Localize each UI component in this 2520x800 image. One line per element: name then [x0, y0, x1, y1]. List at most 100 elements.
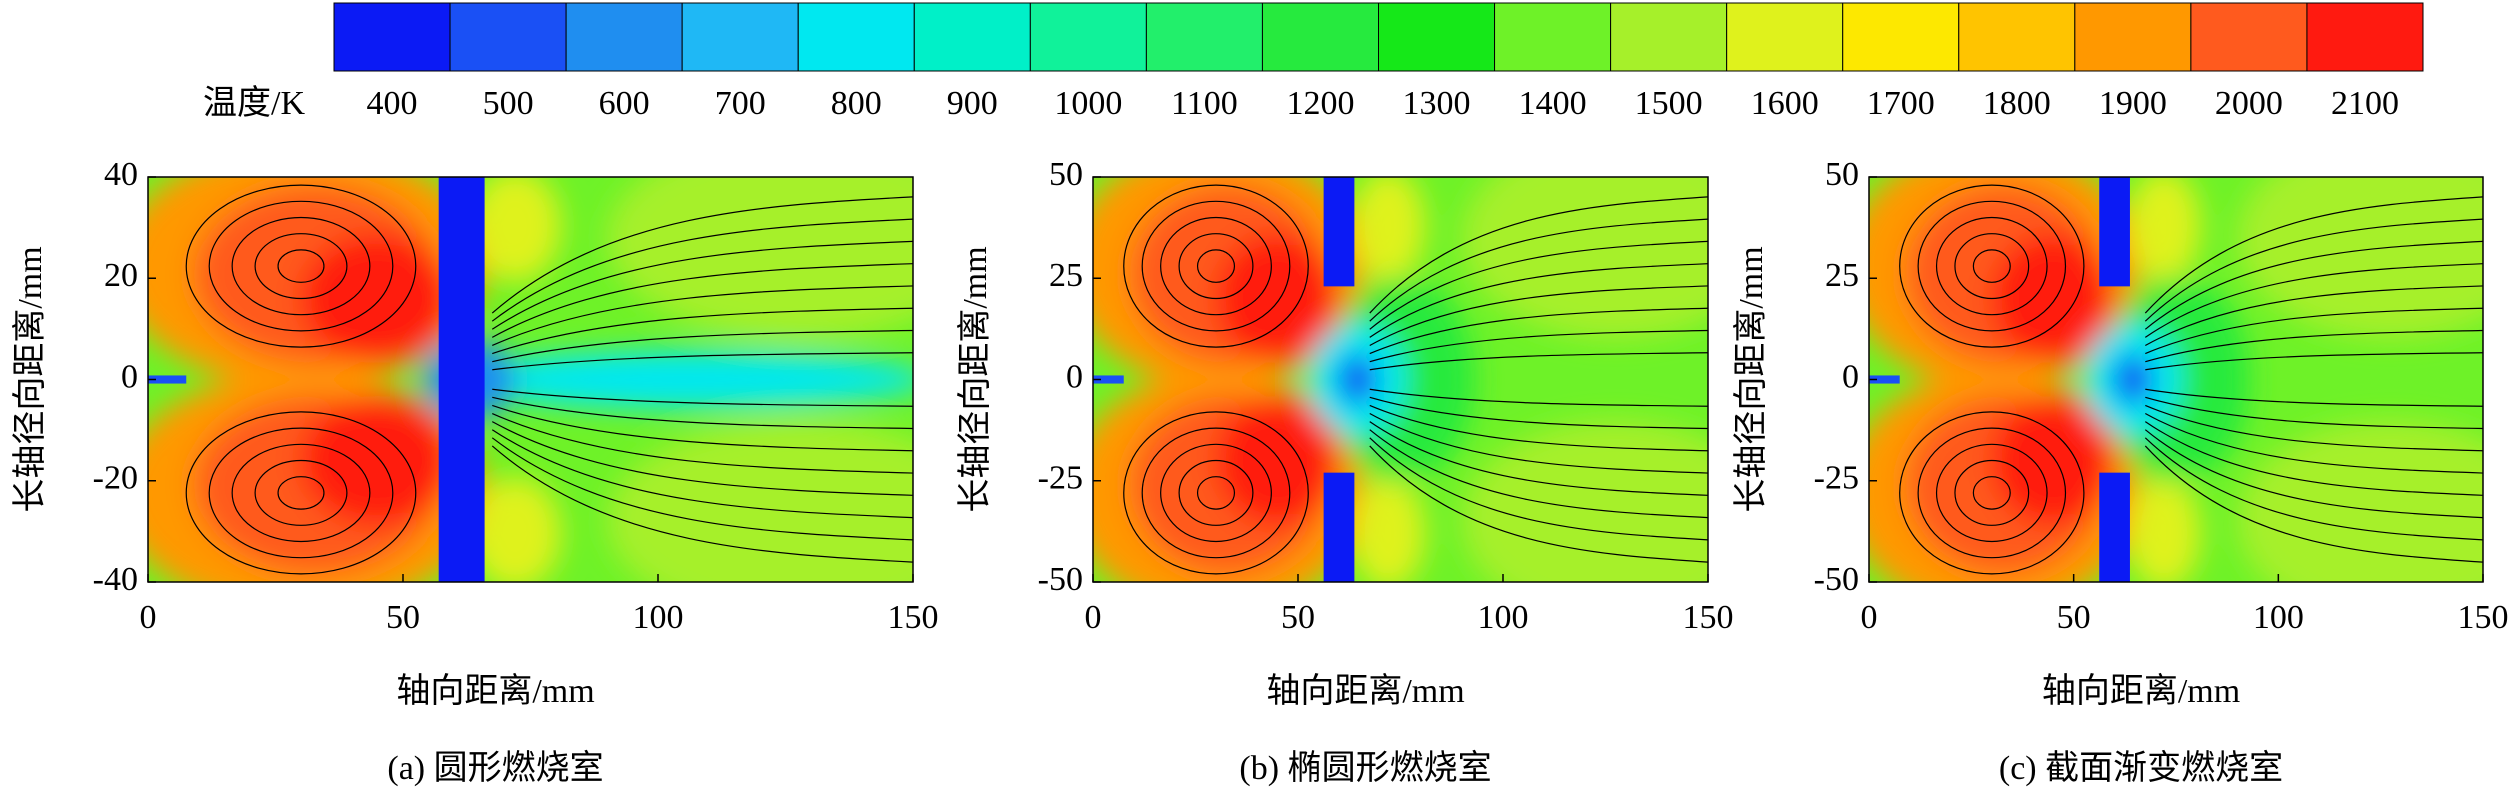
temperature-field [148, 177, 913, 582]
y-tick-label: -25 [1038, 460, 1083, 497]
streamline [1369, 404, 1708, 452]
field-region [607, 420, 913, 582]
streamline [1369, 412, 1708, 474]
colorbar-tick-label: 800 [831, 85, 882, 122]
vortex [208, 200, 394, 332]
vortex [231, 443, 371, 543]
colorbar-segment [1029, 2, 1147, 72]
x-tick-label: 100 [633, 599, 684, 636]
field-region [438, 351, 913, 408]
streamline [2145, 307, 2483, 355]
streamline [2145, 352, 2483, 371]
x-axis-label: 轴向距离/mm [2042, 672, 2240, 710]
colorbar-tick-label: 1200 [1286, 85, 1354, 122]
vortex [1160, 443, 1272, 543]
colorbar-tick-label: 700 [715, 85, 766, 122]
colorbar-segment [565, 2, 683, 72]
streamline [2145, 388, 2483, 407]
vortex [1123, 184, 1309, 348]
streamline [492, 307, 913, 355]
colorbar-tick-label: 1800 [1983, 85, 2051, 122]
colorbar-segment [2074, 2, 2192, 72]
streamline [2145, 404, 2483, 452]
y-axis-label: 长轴径向距离/mm [11, 246, 49, 512]
colorbar-segment [1145, 2, 1263, 72]
vortex [185, 184, 417, 348]
colorbar-tick-label: 500 [483, 85, 534, 122]
colorbar-tick-label: 1600 [1751, 85, 1819, 122]
y-tick-label: 0 [1842, 358, 1859, 395]
vortex [1196, 476, 1236, 510]
field-jet [1093, 375, 1124, 384]
vortex [1160, 216, 1272, 316]
colorbar-tick-label: 400 [367, 85, 418, 122]
x-tick-label: 50 [2057, 599, 2091, 636]
colorbar-tick-label: 1300 [1403, 85, 1471, 122]
streamline [2144, 421, 2483, 496]
streamline [2144, 263, 2483, 338]
streamline [1369, 329, 1708, 363]
streamline [1369, 437, 1708, 541]
streamline [1369, 218, 1708, 322]
vortex [1141, 427, 1291, 559]
y-tick-label: 0 [121, 358, 138, 395]
vortex [1935, 216, 2048, 316]
streamlines [1899, 184, 2483, 575]
vortex [1954, 233, 2030, 300]
colorbar-segment [2190, 2, 2308, 72]
field-region [607, 177, 913, 339]
field-band [1323, 472, 1355, 582]
x-tick-label: 0 [1861, 599, 1878, 636]
field-jet [1869, 375, 1900, 384]
streamline [2144, 218, 2483, 322]
y-tick-label: -50 [1814, 561, 1859, 598]
streamline [1369, 240, 1708, 330]
panel-caption: (b) 椭圆形燃烧室 [1239, 749, 1491, 787]
colorbar-segment [449, 2, 567, 72]
x-tick-label: 150 [888, 599, 939, 636]
vortex [1972, 476, 2011, 510]
colorbar-tick-label: 600 [599, 85, 650, 122]
colorbar-segment [797, 2, 915, 72]
streamline [1369, 352, 1708, 371]
streamline [492, 352, 913, 371]
temperature-field [1093, 177, 1708, 582]
colorbar-segment [1726, 2, 1844, 72]
y-axis-label: 长轴径向距离/mm [1732, 246, 1770, 512]
streamline [492, 412, 913, 474]
x-axis-label: 轴向距离/mm [396, 672, 594, 710]
streamline [492, 396, 913, 430]
colorbar-tick-label: 1000 [1054, 85, 1122, 122]
temperature-field [1869, 177, 2483, 582]
streamline [492, 388, 913, 407]
colorbar-tick-label: 1400 [1519, 85, 1587, 122]
streamline [2144, 240, 2483, 330]
vortex [1178, 459, 1254, 526]
field-band [2099, 177, 2130, 287]
colorbar-segment [1378, 2, 1496, 72]
streamline [491, 240, 913, 330]
colorbar-segment [913, 2, 1031, 72]
y-tick-label: 20 [104, 257, 138, 294]
vortex [185, 411, 417, 575]
colorbar-tick-label: 2000 [2215, 85, 2283, 122]
y-tick-label: 50 [1825, 156, 1859, 193]
streamline [2145, 329, 2483, 363]
field-region [469, 476, 562, 582]
vortex [1123, 411, 1309, 575]
y-tick-label: -40 [93, 561, 138, 598]
streamline [2144, 437, 2483, 541]
colorbar-segment [333, 2, 451, 72]
colorbar-segment [2306, 2, 2424, 72]
streamline [1369, 285, 1708, 347]
vortex [1899, 411, 2085, 575]
streamline [2145, 396, 2483, 430]
field-region [2114, 355, 2152, 404]
field-region [469, 177, 562, 283]
y-tick-label: 50 [1049, 156, 1083, 193]
streamline [1369, 388, 1708, 407]
field-band [438, 177, 485, 582]
field-band [1323, 177, 1355, 287]
vortex [1972, 249, 2011, 283]
